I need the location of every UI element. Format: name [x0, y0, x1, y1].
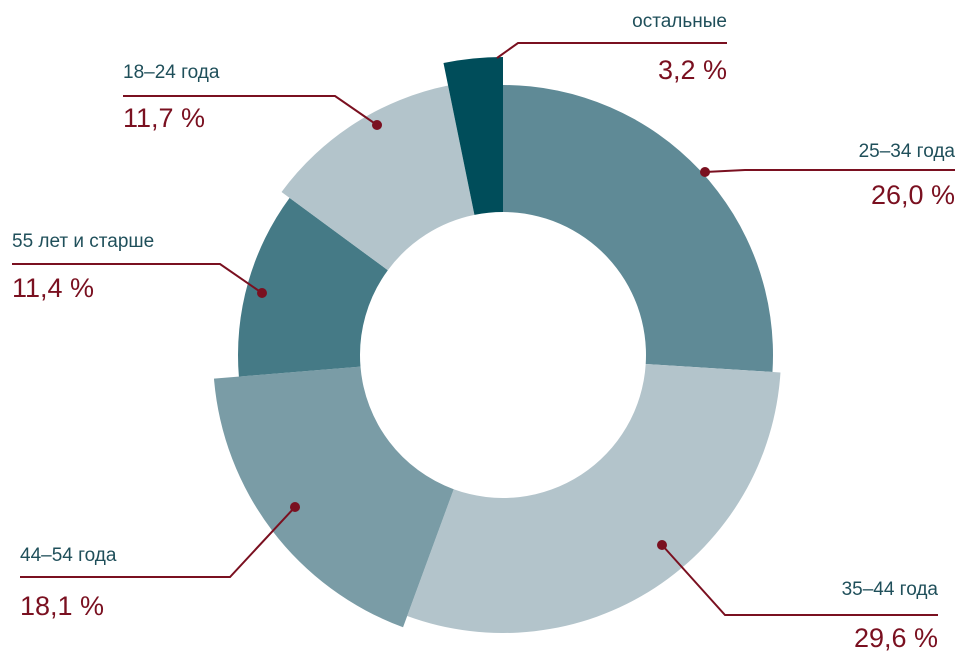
leader-dot [700, 167, 710, 177]
category-label: остальные [632, 11, 727, 32]
category-label: 18–24 года [123, 62, 220, 83]
leader-line [661, 544, 938, 616]
value-label: 26,0 % [871, 180, 955, 210]
donut-segment [503, 85, 773, 372]
value-label: 11,4 % [12, 273, 94, 303]
category-label: 44–54 года [20, 545, 117, 566]
leader-line [12, 263, 263, 294]
donut-segment [213, 366, 454, 628]
leader-line [496, 42, 727, 59]
leader-line [20, 506, 296, 578]
value-label: 3,2 % [658, 55, 727, 85]
category-label: 25–34 года [859, 141, 956, 162]
leader-dot [290, 502, 300, 512]
leader-dot [372, 120, 382, 130]
leader-line [704, 169, 955, 173]
donut-segment [281, 85, 475, 271]
category-label: 55 лет и старше [12, 231, 154, 252]
leader-dot [657, 540, 667, 550]
donut-segment [443, 57, 503, 215]
leader-line [123, 95, 378, 126]
donut-segment [407, 363, 781, 634]
value-label: 18,1 % [20, 591, 104, 621]
value-label: 11,7 % [123, 103, 205, 133]
value-label: 29,6 % [854, 623, 938, 653]
donut-segment [238, 197, 388, 377]
category-label: 35–44 года [842, 579, 939, 600]
leader-dot [257, 288, 267, 298]
